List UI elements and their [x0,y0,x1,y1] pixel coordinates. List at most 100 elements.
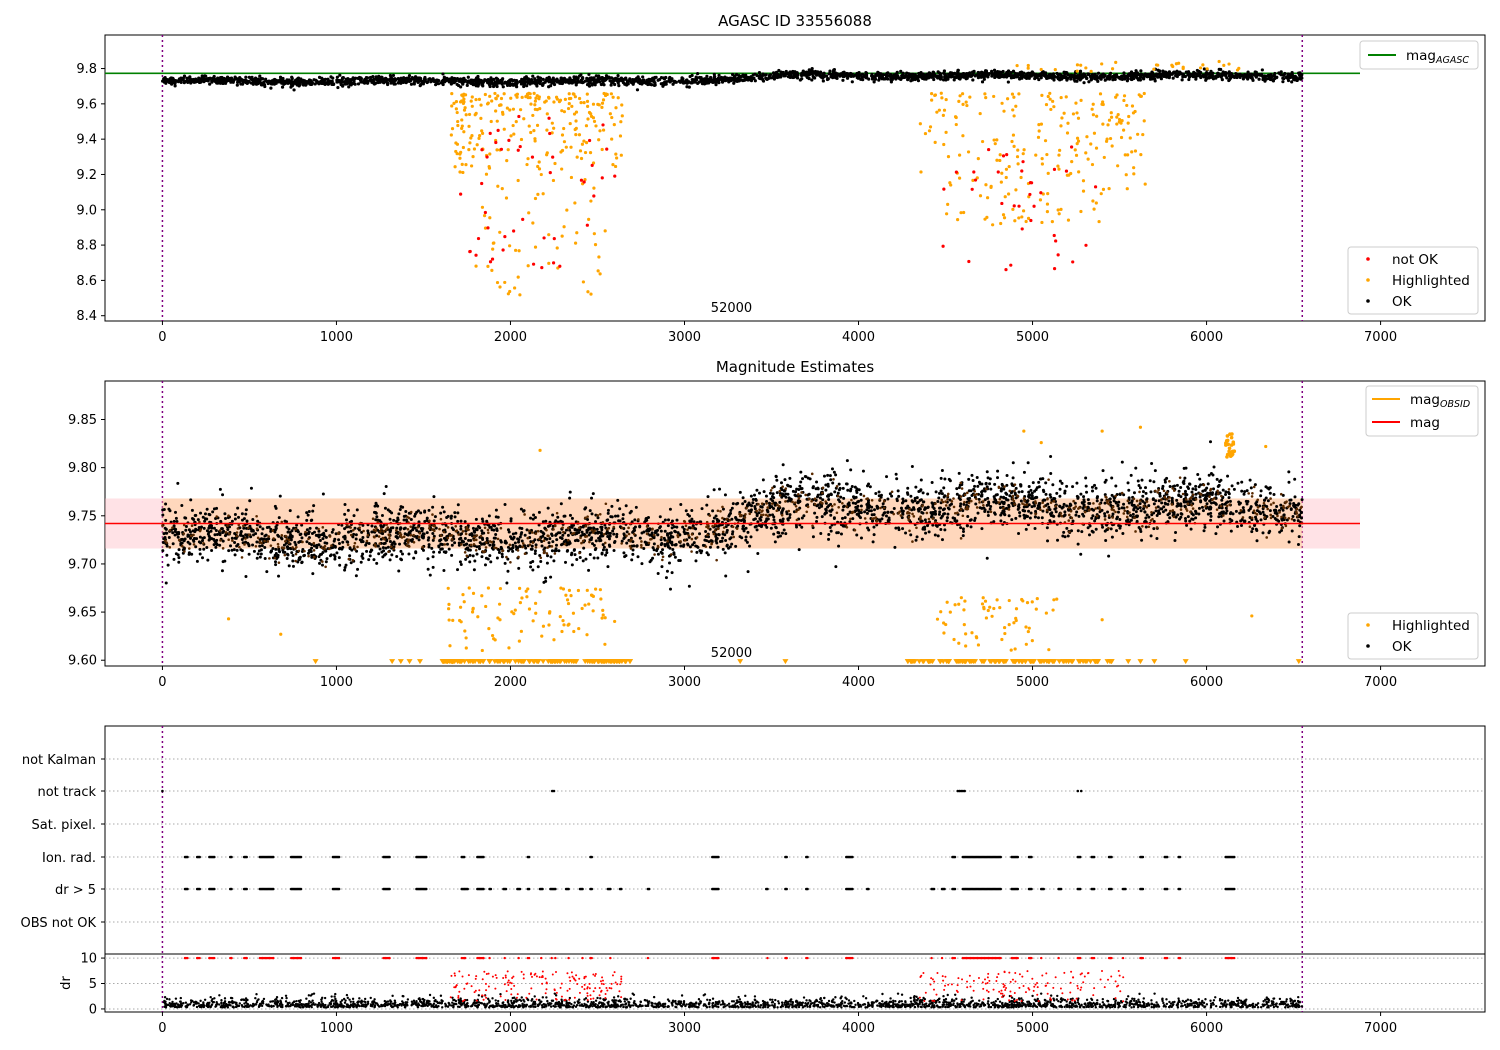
ok-point [321,537,325,541]
ok-point [1019,75,1023,80]
ok-point [370,530,374,534]
ok-point [347,85,351,89]
ok-point [529,565,533,569]
ok-point [940,468,944,472]
x-tick-label: 7000 [1364,675,1397,690]
ok-point [1078,78,1082,82]
highlighted-point [504,196,509,200]
legend-point-label: Highlighted [1392,273,1470,289]
ok-point [819,532,823,536]
ok-point [523,533,527,537]
ok-point [945,519,949,523]
ok-point [428,573,432,577]
y-tick-label: 9.2 [76,168,97,183]
ok-point [200,74,204,78]
ok-point [1217,73,1221,77]
ok-point [1250,530,1254,534]
highlighted-point [589,112,593,116]
highlighted-point [535,108,539,112]
highlighted-point [1015,63,1019,68]
highlighted-point [1170,63,1174,67]
ok-point [674,542,678,546]
x-tick-label: 6000 [1190,675,1223,690]
ok-point [1138,486,1142,490]
highlighted-point [992,138,996,142]
not-ok-point [547,116,551,120]
highlighted-point [567,92,571,96]
ok-point [305,540,309,544]
ok-point [1192,71,1197,75]
highlighted-point [1045,152,1049,157]
ok-point [1055,75,1059,79]
ok-point [235,544,239,548]
ok-point [1031,481,1035,485]
ok-point [800,72,804,77]
ok-point [901,527,905,531]
ok-point [1123,77,1127,81]
highlighted-point [450,92,454,96]
ok-point [1229,74,1233,78]
ok-point [976,511,980,515]
highlighted-point [1002,216,1007,220]
ok-point [406,78,410,82]
highlighted-point [592,186,596,190]
ok-point [212,526,216,530]
ok-point [610,504,614,508]
ok-point [298,83,302,87]
not-ok-point [1017,204,1021,208]
highlighted-point [1075,69,1079,73]
highlighted-point [933,93,938,97]
ok-point [205,546,209,550]
highlighted-point [550,121,554,125]
not-ok-point [496,128,500,132]
ok-point [587,568,591,572]
ok-point [1196,472,1200,476]
highlighted-point [1089,142,1093,146]
highlighted-point [614,152,618,156]
ok-point [435,78,440,82]
ok-point [341,540,345,544]
highlighted-point [536,192,540,196]
highlighted-point [1119,121,1123,125]
highlighted-point [468,141,472,145]
highlighted-point [1099,192,1103,196]
ok-point [879,72,883,76]
ok-point [1187,77,1191,82]
ok-point [937,491,941,495]
highlighted-point [1011,207,1015,211]
highlighted-point [620,114,624,118]
highlighted-point [494,109,498,113]
ok-point [1212,487,1216,491]
ok-point [412,556,416,560]
ok-point [938,71,943,76]
ok-point [517,566,521,570]
ok-point [356,82,361,86]
highlighted-point [998,153,1002,157]
ok-point [658,525,662,529]
ok-point [717,73,721,77]
highlighted-point [539,172,543,177]
ok-point [459,85,463,89]
not-ok-point [485,155,489,159]
highlighted-point [1013,219,1017,223]
highlighted-point [1097,219,1101,224]
ok-point [233,517,237,521]
ok-point [839,73,843,77]
highlighted-point [1092,131,1097,135]
x-tick-label: 1000 [320,675,353,690]
highlighted-point [1107,118,1112,122]
ok-point [608,79,612,83]
ok-point [924,74,928,78]
ok-point [331,528,335,532]
ok-point [326,82,330,86]
ok-point [522,84,526,89]
highlighted-point [960,92,965,96]
ok-point [488,554,492,558]
ok-point [525,84,529,88]
ok-point [664,80,669,84]
ok-point [545,561,549,565]
not-ok-point [483,210,487,215]
ok-point [1086,72,1090,76]
ok-point [530,80,534,84]
ok-point [186,80,190,85]
